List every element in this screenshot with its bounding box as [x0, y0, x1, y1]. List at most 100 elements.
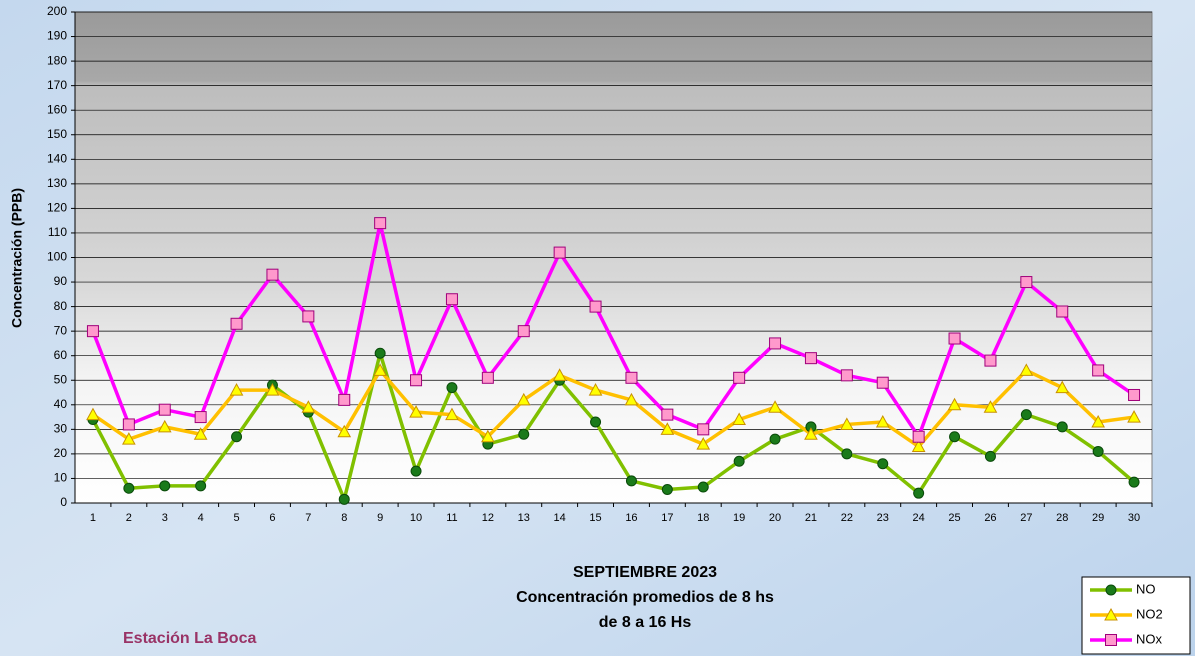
legend-marker — [1105, 584, 1117, 596]
data-point — [122, 432, 136, 445]
y-tick-label: 200 — [47, 4, 67, 18]
y-tick-label: 70 — [54, 323, 68, 337]
chart-title: SEPTIEMBRE 2023 — [573, 564, 717, 581]
x-tick-label: 27 — [1020, 512, 1032, 524]
x-tick-label: 3 — [162, 512, 168, 524]
data-point — [517, 325, 530, 338]
data-point — [266, 268, 279, 281]
data-point — [733, 455, 745, 467]
data-point — [1019, 363, 1034, 376]
data-point — [553, 246, 566, 259]
data-point — [697, 481, 709, 493]
data-point — [841, 448, 853, 460]
data-point — [983, 400, 998, 413]
data-point — [193, 427, 208, 440]
data-point — [1055, 380, 1070, 394]
data-point — [768, 400, 782, 413]
legend-marker — [1104, 607, 1118, 621]
y-tick-label: 140 — [47, 151, 67, 165]
data-point — [1091, 414, 1105, 428]
data-point — [518, 428, 530, 440]
data-point — [949, 431, 961, 443]
data-point — [338, 493, 350, 505]
data-point — [159, 480, 171, 492]
x-tick-label: 8 — [341, 512, 347, 524]
data-point — [1020, 409, 1032, 421]
data-point — [123, 482, 135, 494]
x-tick-label: 10 — [410, 512, 422, 524]
x-tick-label: 30 — [1128, 512, 1140, 524]
y-tick-label: 90 — [54, 274, 68, 288]
data-point — [195, 480, 207, 492]
x-tick-label: 20 — [769, 512, 781, 524]
x-tick-label: 5 — [233, 512, 239, 524]
data-point — [158, 403, 171, 416]
subtitle: de 8 a 16 Hs — [599, 614, 692, 631]
y-tick-label: 30 — [54, 422, 68, 436]
x-tick-label: 15 — [589, 512, 601, 524]
data-point — [516, 392, 531, 406]
x-tick-label: 19 — [733, 512, 745, 524]
data-point — [948, 332, 961, 345]
data-point — [194, 411, 207, 424]
data-point — [374, 347, 386, 359]
data-point — [696, 437, 711, 450]
data-point — [446, 382, 458, 394]
data-point — [661, 408, 674, 421]
y-tick-label: 160 — [47, 102, 67, 116]
data-point — [302, 310, 315, 323]
x-tick-label: 12 — [482, 512, 494, 524]
data-point — [913, 487, 925, 499]
data-point — [1056, 421, 1068, 433]
y-tick-label: 100 — [47, 250, 67, 264]
y-tick-label: 80 — [54, 299, 68, 313]
y-tick-label: 130 — [47, 176, 67, 190]
x-tick-label: 9 — [377, 512, 383, 524]
data-point — [409, 405, 423, 418]
data-point — [660, 422, 675, 435]
x-tick-label: 7 — [305, 512, 311, 524]
data-point — [337, 424, 352, 438]
y-tick-label: 20 — [54, 446, 68, 460]
data-point — [1092, 364, 1105, 377]
data-point — [876, 376, 889, 389]
data-point — [840, 417, 854, 430]
data-point — [947, 397, 962, 411]
data-point — [86, 325, 99, 338]
data-point — [661, 483, 673, 495]
data-point — [697, 423, 710, 436]
x-tick-label: 25 — [948, 512, 960, 524]
x-tick-label: 1 — [90, 512, 96, 524]
data-point — [590, 416, 602, 428]
data-point — [157, 419, 172, 433]
x-tick-label: 6 — [269, 512, 275, 524]
y-tick-label: 10 — [54, 471, 68, 485]
legend-label: NOx — [1136, 631, 1163, 646]
legend-label: NO2 — [1136, 606, 1163, 621]
series-line — [91, 368, 1135, 449]
data-point — [445, 293, 458, 306]
y-tick-label: 0 — [60, 495, 67, 509]
data-point — [589, 300, 602, 313]
x-tick-label: 26 — [984, 512, 996, 524]
data-point — [552, 368, 567, 381]
data-point — [481, 429, 495, 443]
y-axis-label: Concentración (PPB) — [9, 188, 25, 328]
x-tick-label: 11 — [446, 512, 457, 524]
data-point — [877, 458, 889, 470]
x-tick-label: 23 — [877, 512, 889, 524]
y-tick-label: 170 — [47, 78, 67, 92]
x-tick-label: 22 — [841, 512, 853, 524]
legend-label: NO — [1136, 581, 1156, 596]
x-tick-label: 14 — [554, 512, 566, 524]
y-tick-label: 190 — [47, 29, 67, 43]
y-tick-label: 60 — [54, 348, 68, 362]
data-point — [875, 414, 890, 428]
station-label: Estación La Boca — [123, 630, 256, 647]
x-tick-label: 24 — [913, 512, 925, 524]
data-point — [804, 352, 817, 365]
data-point — [769, 337, 782, 350]
y-tick-label: 150 — [47, 127, 67, 141]
y-tick-label: 40 — [54, 397, 68, 411]
